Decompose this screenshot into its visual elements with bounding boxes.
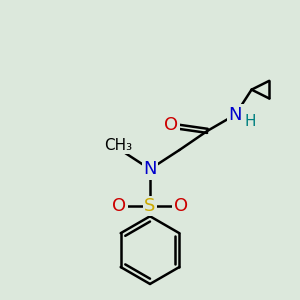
Text: S: S	[144, 197, 156, 215]
Text: CH₃: CH₃	[104, 138, 132, 153]
Text: O: O	[112, 197, 126, 215]
Text: O: O	[174, 197, 188, 215]
Text: H: H	[245, 114, 256, 129]
Text: N: N	[229, 106, 242, 124]
Text: N: N	[143, 160, 157, 178]
Text: O: O	[164, 116, 178, 134]
